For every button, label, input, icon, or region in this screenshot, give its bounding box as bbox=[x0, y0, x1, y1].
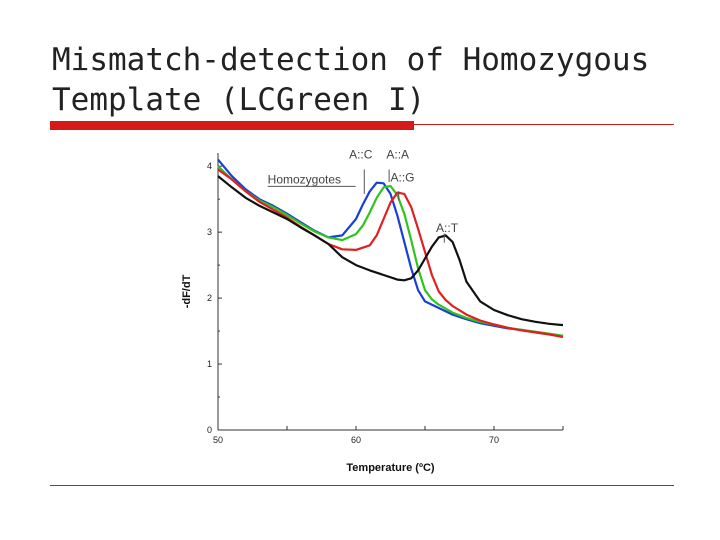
chart-svg: 50 60 70 0 1 2 3 4 Temperature (ºC) -dF/dT Homozyg… bbox=[181, 147, 564, 474]
series-line-a-a bbox=[217, 165, 564, 337]
title-underline-accent bbox=[50, 121, 414, 130]
y-tick-label: 1 bbox=[207, 359, 212, 369]
annotation-label: Homozygotes bbox=[268, 172, 341, 186]
annotation-label: A::C bbox=[349, 147, 373, 161]
slide-title-line-2: Template (LCGreen I) bbox=[52, 82, 426, 118]
x-axis-title: Temperature (ºC) bbox=[346, 462, 434, 474]
slide-title-line-1: Mismatch-detection of Homozygous bbox=[52, 42, 650, 78]
annotation-label: A::G bbox=[391, 170, 415, 184]
series-line-a-t bbox=[217, 175, 564, 327]
bottom-rule bbox=[50, 485, 674, 486]
x-tick-label: 70 bbox=[489, 435, 499, 445]
y-tick-label: 2 bbox=[207, 293, 212, 303]
series-line-a-c bbox=[217, 158, 564, 338]
annotation-label: A::T bbox=[436, 221, 459, 235]
annotation-label: A::A bbox=[386, 147, 409, 161]
y-tick-label: 0 bbox=[207, 425, 212, 435]
y-tick-label: 3 bbox=[207, 227, 212, 237]
x-tick-label: 60 bbox=[351, 435, 361, 445]
y-axis-title: -dF/dT bbox=[181, 274, 193, 308]
slide-title: Mismatch-detection of Homozygous Templat… bbox=[52, 40, 692, 120]
melt-curve-chart: 50 60 70 0 1 2 3 4 Temperature (ºC) -dF/dT Homozyg… bbox=[156, 143, 566, 479]
y-tick-label: 4 bbox=[207, 161, 212, 171]
x-tick-label: 50 bbox=[213, 435, 223, 445]
